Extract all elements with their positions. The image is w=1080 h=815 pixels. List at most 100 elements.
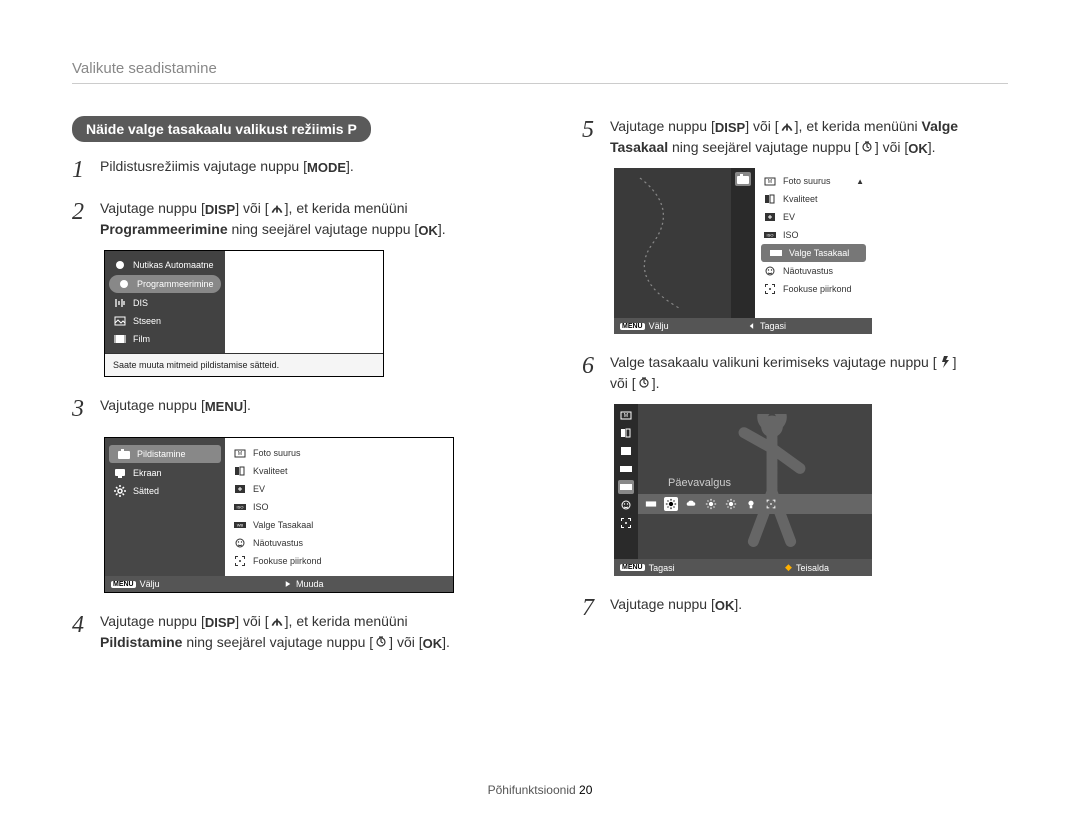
- step-num: 4: [72, 607, 100, 643]
- label: Teisalda: [796, 563, 829, 573]
- panel-footer: MENUVälju Tagasi: [614, 318, 872, 334]
- text: ], et kerida menüüni: [795, 118, 922, 134]
- menu-item: Fookuse piirkond: [225, 552, 453, 570]
- mode-list: Nutikas Automaatne Programmeerimine DIS …: [105, 251, 225, 353]
- step-7: 7 Vajutage nuppu [OK].: [582, 594, 1008, 626]
- text: ] või [: [745, 118, 778, 134]
- text: ning seejärel vajutage nuppu [: [182, 634, 373, 650]
- key-mode: MODE: [307, 158, 346, 178]
- label: Foto suurus: [783, 176, 831, 186]
- wb-options-bar: [638, 494, 872, 514]
- bold-text: Valge: [922, 118, 959, 134]
- film-icon: [113, 333, 127, 345]
- label: Kvaliteet: [253, 466, 288, 476]
- step-num: 5: [582, 112, 610, 148]
- menu-item: Foto suurus▲: [755, 172, 872, 190]
- wb-icon: [769, 247, 783, 259]
- iso-icon: [618, 462, 634, 476]
- custom-icon: [764, 497, 778, 511]
- text: või [: [610, 375, 636, 391]
- menu-item: Kvaliteet: [755, 190, 872, 208]
- iso-icon: [233, 501, 247, 513]
- mode-item: Nutikas Automaatne: [105, 256, 225, 274]
- menu-item: Valge Tasakaal: [225, 516, 453, 534]
- step-5: 5 Vajutage nuppu [DISP] või [], et kerid…: [582, 116, 1008, 158]
- key-ok: OK: [715, 596, 735, 616]
- menu-item: Ekraan: [105, 464, 225, 482]
- text: ].: [438, 221, 446, 237]
- menu-item-selected: Pildistamine: [109, 445, 221, 463]
- menu-item: Näotuvastus: [225, 534, 453, 552]
- mode-item: Stseen: [105, 312, 225, 330]
- ev-icon: [233, 483, 247, 495]
- text: Vajutage nuppu [: [100, 613, 205, 629]
- heading-pill: Näide valge tasakaalu valikust režiimis …: [72, 116, 371, 142]
- text: Vajutage nuppu [: [610, 596, 715, 612]
- focus-icon: [233, 555, 247, 567]
- label: Fookuse piirkond: [253, 556, 322, 566]
- side-icons: [614, 404, 638, 559]
- step-1: 1 Pildistusrežiimis vajutage nuppu [MODE…: [72, 156, 532, 188]
- mode-item: Film: [105, 330, 225, 348]
- face-icon: [233, 537, 247, 549]
- ev-icon: [763, 211, 777, 223]
- key-ok: OK: [423, 634, 443, 654]
- program-icon: [117, 278, 131, 290]
- menu-left-col: Pildistamine Ekraan Sätted: [105, 438, 225, 576]
- screenshot-mode-menu: Nutikas Automaatne Programmeerimine DIS …: [104, 250, 384, 377]
- label: Välju: [140, 579, 160, 589]
- key-disp: DISP: [715, 118, 745, 138]
- label: EV: [253, 484, 265, 494]
- label: Foto suurus: [253, 448, 301, 458]
- menu-item: ISO: [225, 498, 453, 516]
- page-number: 20: [579, 783, 592, 797]
- text: ] või [: [235, 200, 268, 216]
- step-num: 7: [582, 590, 610, 626]
- text: ].: [734, 596, 742, 612]
- text: ].: [243, 397, 251, 413]
- timer-icon: [859, 140, 875, 154]
- bold-text: Pildistamine: [100, 634, 182, 650]
- label: Valge Tasakaal: [789, 248, 849, 258]
- text: Vajutage nuppu [: [100, 200, 205, 216]
- text: ], et kerida menüüni: [285, 200, 408, 216]
- menu-item: Fookuse piirkond: [755, 280, 872, 298]
- fluor2-icon: [724, 497, 738, 511]
- menu-item: EV: [225, 480, 453, 498]
- label: Nutikas Automaatne: [133, 260, 214, 270]
- cloud-icon: [684, 497, 698, 511]
- step-3: 3 Vajutage nuppu [MENU].: [72, 395, 532, 427]
- timer-icon: [373, 635, 389, 649]
- quality-icon: [763, 193, 777, 205]
- macro-icon: [779, 119, 795, 133]
- step-num: 6: [582, 348, 610, 384]
- step-num: 1: [72, 152, 100, 188]
- face-icon: [618, 498, 634, 512]
- label: Tagasi: [760, 321, 786, 331]
- text: ].: [928, 139, 936, 155]
- label: Näotuvastus: [253, 538, 303, 548]
- menu-item: Sätted: [105, 482, 225, 500]
- size-icon: [618, 408, 634, 422]
- label: DIS: [133, 298, 148, 308]
- key-ok: OK: [908, 139, 928, 159]
- screenshot-wb-menu: Foto suurus▲ Kvaliteet EV ISO Valge Tasa…: [614, 168, 872, 334]
- footer-label: Põhifunktsioonid: [488, 783, 576, 797]
- label: Tagasi: [649, 563, 675, 573]
- label: Ekraan: [133, 468, 162, 478]
- label: ISO: [783, 230, 799, 240]
- panel-footer: MENUVälju Muuda: [105, 576, 453, 592]
- wb-icon: [233, 519, 247, 531]
- text: ] või [: [875, 139, 908, 155]
- dis-icon: [113, 297, 127, 309]
- text: Pildistusrežiimis vajutage nuppu [: [100, 158, 307, 174]
- text: Vajutage nuppu [: [100, 397, 205, 413]
- menu-item: Näotuvastus: [755, 262, 872, 280]
- curve-area: [614, 168, 731, 318]
- text: ning seejärel vajutage nuppu [: [228, 221, 419, 237]
- label: Kvaliteet: [783, 194, 818, 204]
- menu-item-selected: Valge Tasakaal: [761, 244, 866, 262]
- mode-item-selected: Programmeerimine: [109, 275, 221, 293]
- bold-text: Programmeerimine: [100, 221, 228, 237]
- iso-icon: [763, 229, 777, 241]
